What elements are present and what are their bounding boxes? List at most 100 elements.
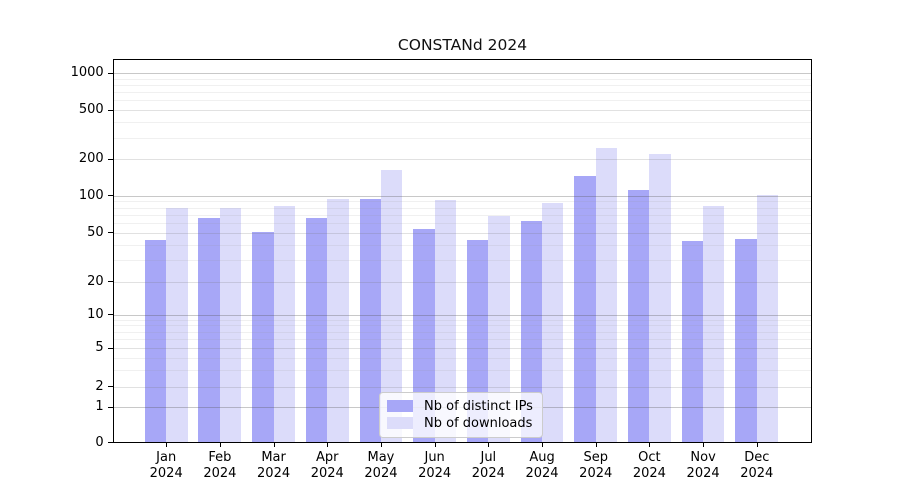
bar-downloads-sep bbox=[595, 147, 618, 442]
x-tick-month: Dec bbox=[744, 450, 770, 465]
x-tick-month: May bbox=[367, 450, 395, 465]
y-tick-mark bbox=[107, 442, 113, 444]
y-tick-mark bbox=[107, 72, 113, 74]
gridline-50 bbox=[113, 232, 811, 234]
x-tick-year: 2024 bbox=[579, 466, 613, 481]
y-tick-mark bbox=[107, 406, 113, 408]
gridline-4 bbox=[113, 357, 811, 359]
legend-item: Nb of distinct IPs bbox=[387, 398, 535, 415]
bar-downloads-jul bbox=[488, 215, 510, 442]
bar-downloads-feb bbox=[219, 208, 242, 442]
gridline-10 bbox=[113, 314, 811, 316]
x-tick-year: 2024 bbox=[471, 466, 505, 481]
y-tick-label: 5 bbox=[95, 340, 104, 356]
x-tick-mark bbox=[595, 442, 597, 447]
bar-downloads-may bbox=[380, 169, 403, 442]
gridline-5 bbox=[113, 348, 811, 350]
bar-downloads-jun bbox=[434, 199, 457, 442]
x-tick-label-nov: Nov 2024 bbox=[671, 450, 735, 482]
gridline-500 bbox=[113, 110, 811, 112]
y-tick-mark bbox=[107, 158, 113, 160]
bars-layer bbox=[114, 60, 811, 442]
bar-ips-sep bbox=[574, 176, 596, 442]
x-tick-month: Apr bbox=[316, 450, 339, 465]
x-tick-label-aug: Aug 2024 bbox=[510, 450, 574, 482]
y-tick-mark bbox=[107, 195, 113, 197]
bar-ips-dec bbox=[735, 238, 757, 442]
gridline-700 bbox=[113, 92, 811, 94]
gridline-6 bbox=[113, 339, 811, 341]
bar-ips-jan bbox=[144, 239, 167, 442]
x-tick-year: 2024 bbox=[203, 466, 237, 481]
x-tick-year: 2024 bbox=[418, 466, 452, 481]
grid-layer bbox=[113, 60, 811, 442]
gridline-1000 bbox=[113, 73, 811, 75]
bar-ips-jul bbox=[466, 239, 489, 442]
y-tick-mark bbox=[107, 347, 113, 349]
x-tick-label-sep: Sep 2024 bbox=[564, 450, 628, 482]
gridline-200 bbox=[113, 159, 811, 161]
x-tick-mark bbox=[219, 442, 221, 447]
x-tick-mark bbox=[166, 442, 168, 447]
legend-swatch bbox=[387, 399, 413, 413]
x-tick-label-oct: Oct 2024 bbox=[617, 450, 681, 482]
legend-label: Nb of distinct IPs bbox=[424, 398, 533, 414]
x-tick-mark bbox=[327, 442, 329, 447]
bar-downloads-dec bbox=[756, 194, 779, 442]
x-tick-year: 2024 bbox=[632, 466, 666, 481]
gridline-3 bbox=[113, 369, 811, 371]
y-tick-mark bbox=[107, 281, 113, 283]
y-tick-mark bbox=[107, 232, 113, 234]
gridline-40 bbox=[113, 244, 811, 246]
y-tick-label: 1000 bbox=[70, 65, 104, 81]
bar-ips-mar bbox=[252, 231, 274, 442]
x-tick-month: Oct bbox=[638, 450, 661, 465]
bar-downloads-jan bbox=[166, 208, 188, 442]
legend-swatch bbox=[387, 416, 413, 430]
y-tick-label: 10 bbox=[87, 306, 104, 322]
bar-ips-nov bbox=[681, 240, 704, 442]
x-tick-year: 2024 bbox=[149, 466, 183, 481]
legend: Nb of distinct IPs Nb of downloads bbox=[379, 391, 543, 438]
gridline-8 bbox=[113, 325, 811, 327]
gridline-70 bbox=[113, 214, 811, 216]
gridline-900 bbox=[113, 78, 811, 80]
bar-downloads-aug bbox=[542, 202, 564, 442]
gridline-90 bbox=[113, 201, 811, 203]
x-tick-month: Mar bbox=[261, 450, 286, 465]
gridline-800 bbox=[113, 85, 811, 87]
y-tick-label: 0 bbox=[95, 434, 104, 450]
x-tick-mark bbox=[273, 442, 275, 447]
bar-ips-jun bbox=[413, 228, 435, 442]
bar-ips-feb bbox=[198, 218, 220, 442]
x-tick-mark bbox=[756, 442, 758, 447]
x-tick-mark bbox=[434, 442, 436, 447]
gridline-600 bbox=[113, 100, 811, 102]
gridline-300 bbox=[113, 137, 811, 139]
bar-downloads-mar bbox=[273, 205, 295, 442]
y-tick-label: 100 bbox=[78, 187, 104, 203]
x-tick-year: 2024 bbox=[257, 466, 291, 481]
y-tick-label: 200 bbox=[78, 151, 104, 167]
gridline-20 bbox=[113, 281, 811, 283]
x-tick-label-jan: Jan 2024 bbox=[134, 450, 198, 482]
x-tick-month: Aug bbox=[529, 450, 555, 465]
x-tick-label-jul: Jul 2024 bbox=[456, 450, 520, 482]
x-tick-label-jun: Jun 2024 bbox=[403, 450, 467, 482]
x-tick-mark bbox=[649, 442, 651, 447]
gridline-80 bbox=[113, 207, 811, 209]
x-tick-year: 2024 bbox=[525, 466, 559, 481]
x-tick-month: Jan bbox=[156, 450, 177, 465]
gridline-7 bbox=[113, 331, 811, 333]
x-tick-label-feb: Feb 2024 bbox=[188, 450, 252, 482]
bar-downloads-nov bbox=[703, 205, 725, 442]
gridline-2 bbox=[113, 386, 811, 388]
x-tick-month: Feb bbox=[208, 450, 232, 465]
gridline-100 bbox=[113, 195, 811, 197]
x-tick-label-mar: Mar 2024 bbox=[242, 450, 306, 482]
y-tick-label: 2 bbox=[95, 378, 104, 394]
x-tick-label-may: May 2024 bbox=[349, 450, 413, 482]
legend-item: Nb of downloads bbox=[387, 415, 535, 432]
x-tick-month: Jul bbox=[480, 450, 497, 465]
